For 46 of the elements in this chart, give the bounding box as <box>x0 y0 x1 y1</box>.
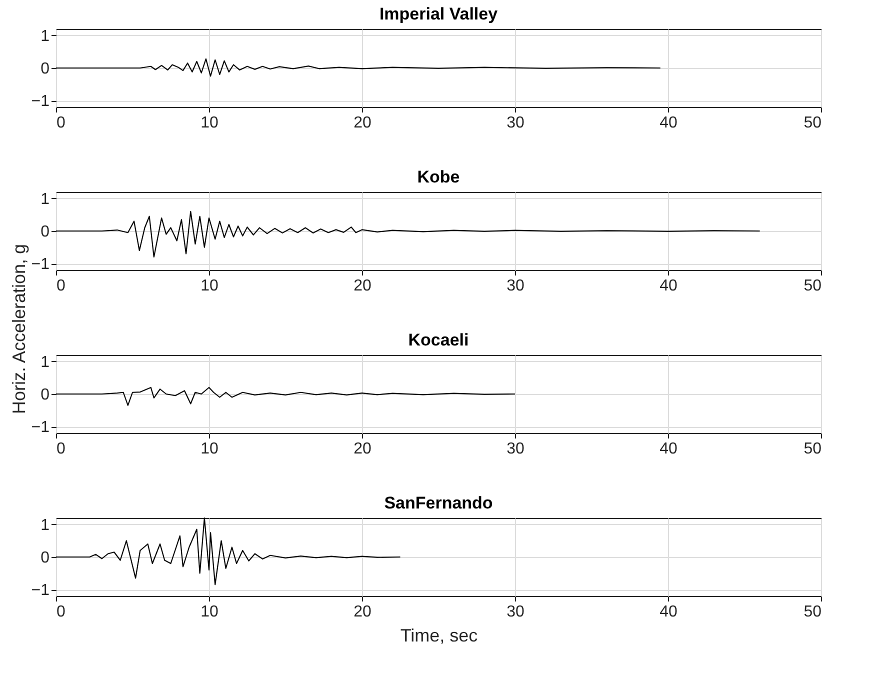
line-series <box>55 58 661 77</box>
line-series <box>55 517 401 586</box>
chart-title: Imperial Valley <box>379 4 498 24</box>
chart-title: Kobe <box>417 168 460 186</box>
y-tick-label: 1 <box>40 191 50 208</box>
x-tick-label: 0 <box>56 440 66 458</box>
y-tick-label: −1 <box>31 93 50 110</box>
line-series <box>55 210 760 258</box>
x-tick-label: 30 <box>506 440 524 458</box>
line-series <box>55 386 516 406</box>
x-tick-label: 50 <box>804 114 822 132</box>
x-tick-label: 10 <box>200 440 218 458</box>
y-tick-label: 0 <box>40 550 50 566</box>
x-tick-label: 20 <box>354 278 372 294</box>
x-tick-label: 0 <box>56 604 66 620</box>
y-tick-label: −1 <box>31 256 50 273</box>
x-tick-label: 40 <box>660 604 678 620</box>
y-tick-label: −1 <box>31 582 50 599</box>
x-tick-label: 50 <box>804 440 822 458</box>
y-tick-label: 1 <box>40 517 50 534</box>
x-axis-title: Time, sec <box>400 626 478 646</box>
x-tick-label: 20 <box>354 604 372 620</box>
x-tick-label: 30 <box>506 278 524 294</box>
x-tick-label: 0 <box>56 114 66 132</box>
y-axis-title: Horiz. Acceleration, g <box>9 244 29 414</box>
x-tick-label: 0 <box>56 278 66 294</box>
chart-title: SanFernando <box>384 494 493 512</box>
x-tick-label: 30 <box>506 114 524 132</box>
x-tick-label: 40 <box>660 278 678 294</box>
x-tick-label: 10 <box>200 604 218 620</box>
chart-title: Kocaeli <box>408 330 469 350</box>
x-tick-label: 20 <box>354 440 372 458</box>
x-tick-label: 40 <box>660 114 678 132</box>
y-tick-label: 1 <box>40 354 50 371</box>
y-tick-label: 0 <box>40 224 50 240</box>
x-tick-label: 50 <box>804 604 822 620</box>
x-tick-label: 40 <box>660 440 678 458</box>
y-tick-label: −1 <box>31 419 50 436</box>
x-tick-label: 10 <box>200 114 218 132</box>
x-tick-label: 30 <box>506 604 524 620</box>
x-tick-label: 20 <box>354 114 372 132</box>
x-tick-label: 10 <box>200 278 218 294</box>
y-tick-label: 0 <box>40 60 50 78</box>
x-tick-label: 50 <box>804 278 822 294</box>
y-tick-label: 0 <box>40 386 50 404</box>
y-tick-label: 1 <box>40 28 50 45</box>
